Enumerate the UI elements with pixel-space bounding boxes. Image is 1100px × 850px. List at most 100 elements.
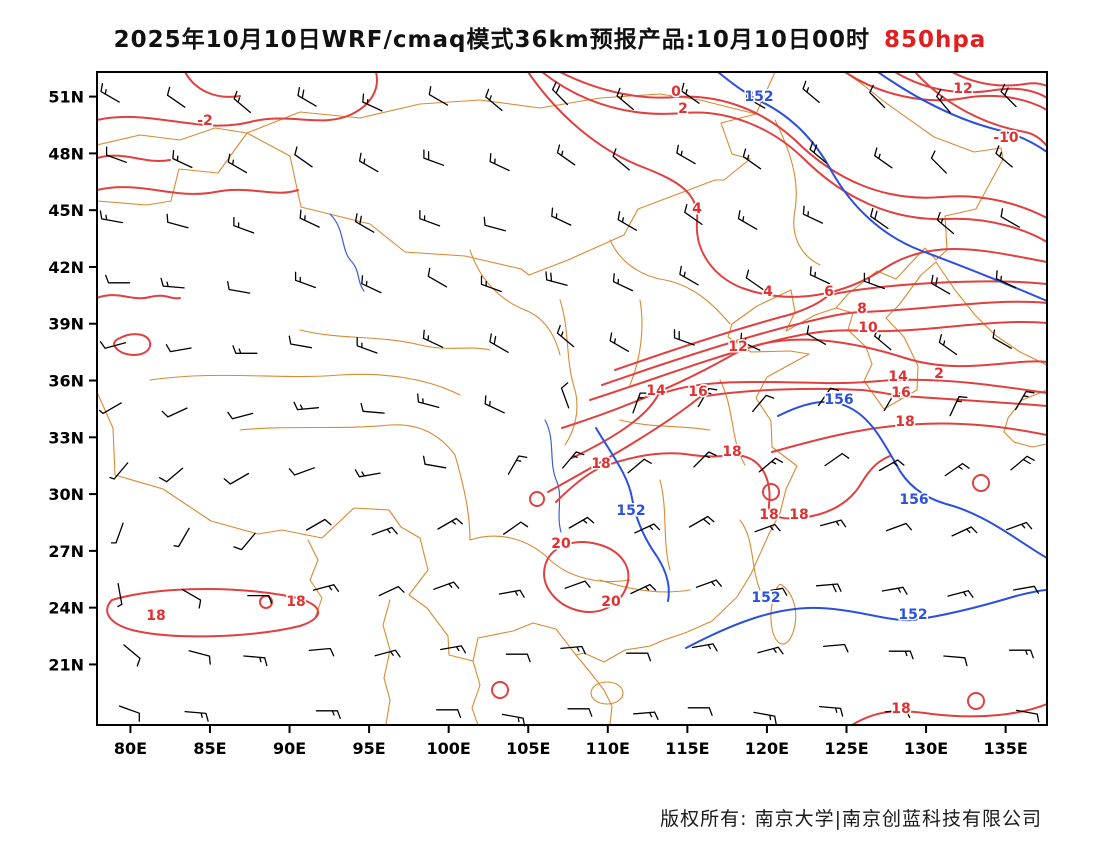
wind-barb: [483, 216, 506, 232]
wind-barb: [374, 649, 401, 658]
temperature-contour-label: 18: [895, 414, 914, 430]
wind-barb: [181, 588, 202, 609]
temp-contour: [914, 72, 1047, 147]
wind-barb: [673, 329, 695, 346]
temperature-contour-label: 4: [763, 284, 773, 300]
y-tick-label: 30N: [48, 485, 84, 504]
province-border: [454, 454, 471, 541]
wind-barb: [160, 277, 185, 289]
wind-barb: [687, 707, 713, 716]
temperature-contour-label: 20: [551, 536, 571, 552]
wind-barb: [616, 87, 634, 111]
wind-barb: [1008, 649, 1034, 659]
wind-barb: [676, 144, 696, 165]
temp-contour-cell: [967, 692, 985, 710]
wind-barb: [227, 411, 254, 420]
wind-barb: [995, 145, 1013, 168]
temp-contour: [555, 452, 891, 520]
temp-contour: [771, 422, 1047, 453]
wind-barb: [427, 267, 448, 288]
wind-barb: [612, 273, 634, 292]
wind-barb: [354, 213, 375, 233]
copyright-text: 版权所有: 南京大学|南京创蓝科技有限公司: [660, 808, 1042, 830]
wind-barb: [684, 203, 703, 226]
wind-barb: [695, 579, 722, 588]
wind-barb: [356, 337, 378, 354]
wind-barb: [378, 585, 405, 597]
x-tick-label: 115E: [665, 739, 709, 758]
temp-contour: [561, 338, 1047, 429]
height-contour-label: 152: [744, 89, 773, 105]
rivers: [329, 213, 562, 533]
y-tick-label: 33N: [48, 428, 84, 447]
x-tick-label: 120E: [745, 739, 789, 758]
x-tick-label: 100E: [427, 739, 471, 758]
wind-barb: [630, 583, 657, 595]
wind-barb: [815, 583, 842, 593]
x-tick-label: 85E: [193, 739, 226, 758]
wind-barb: [560, 645, 586, 655]
wind-barb: [936, 88, 951, 114]
wind-barb: [484, 395, 505, 414]
temp-contour: [97, 186, 299, 195]
y-tick-label: 45N: [48, 201, 84, 220]
temperature-contour-label: 8: [857, 301, 867, 317]
wind-barb: [436, 709, 462, 718]
wind-barb: [556, 144, 576, 166]
wind-barb: [824, 452, 850, 467]
wind-barb: [947, 590, 974, 598]
coastline-borders: [97, 72, 1047, 725]
wind-barb: [306, 518, 332, 531]
y-tick-label: 51N: [48, 88, 84, 107]
wind-barb: [943, 655, 968, 667]
temp-contour: [106, 587, 320, 638]
temp-contour: [589, 320, 1047, 401]
wind-barb: [944, 462, 970, 477]
wind-barb: [936, 211, 955, 235]
wind-barb: [691, 643, 718, 652]
wind-barb: [294, 146, 313, 168]
wind-barb: [551, 81, 569, 106]
temp-contour-cell: [972, 474, 990, 492]
bangladesh-border: [307, 539, 323, 619]
wind-barb: [820, 519, 847, 528]
province-border: [469, 249, 561, 356]
vietnam-coast: [575, 654, 613, 725]
temperature-contour-label: 2: [678, 101, 688, 117]
wind-barb: [233, 90, 251, 114]
wind-barb: [419, 210, 441, 227]
wind-barb: [489, 333, 509, 353]
wind-barb: [878, 459, 905, 472]
y-tick-label: 21N: [48, 655, 84, 674]
wind-barb: [158, 467, 184, 483]
japan-fragment: [1003, 389, 1047, 448]
temperature-contour-label: 14: [888, 369, 908, 385]
wind-barb: [1006, 521, 1033, 531]
korea-peninsula: [835, 261, 937, 410]
temp-contour-cell: [491, 681, 509, 699]
province-border: [739, 519, 761, 591]
y-tick-label: 36N: [48, 372, 84, 391]
wind-barb: [817, 387, 839, 407]
height-contour: [685, 589, 1047, 649]
temp-contour-cell: [529, 491, 545, 507]
wind-barb: [166, 213, 189, 229]
wind-barb: [312, 584, 340, 592]
wind-barb: [754, 523, 781, 533]
x-tick-label: 110E: [586, 739, 630, 758]
wind-barb: [172, 149, 193, 169]
axis-ticks: 80E 85E 90E 95E 100E 105E 110E 115E 120E 125E 130E…: [48, 88, 1027, 758]
province-border: [774, 119, 821, 266]
temp-contour: [844, 72, 1047, 111]
wind-barb: [440, 645, 467, 654]
temperature-contour-label: 12: [953, 81, 972, 97]
wind-barb: [166, 86, 186, 108]
wind-barb: [556, 324, 575, 348]
wind-barb: [232, 345, 258, 354]
temp-contour: [113, 333, 152, 356]
page-title: 2025年10月10日WRF/cmaq模式36km预报产品:10月10日00时 8…: [0, 20, 1100, 54]
wind-barb: [485, 88, 503, 112]
x-tick-label: 95E: [353, 739, 386, 758]
wind-barb: [737, 210, 758, 230]
